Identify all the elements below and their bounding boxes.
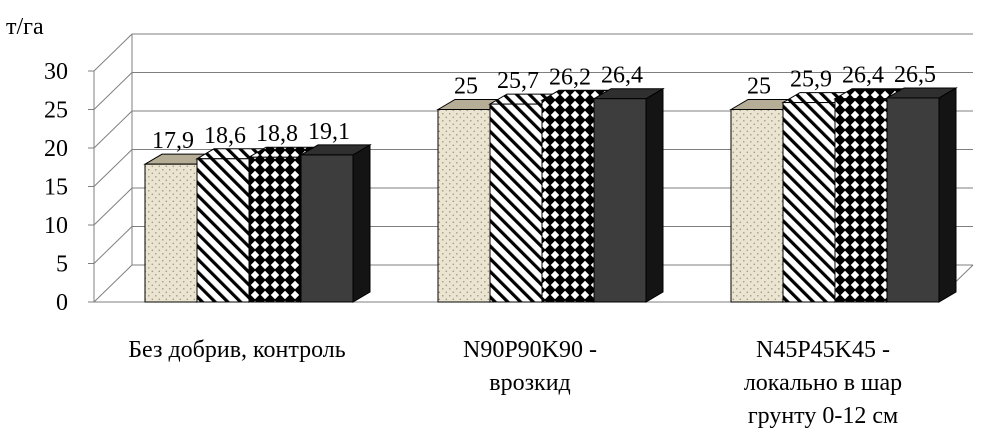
data-label: 25 (747, 74, 771, 100)
y-tick-label: 5 (56, 252, 68, 278)
data-label: 26,2 (549, 64, 591, 90)
bar-front (300, 154, 354, 303)
x-category-label: врозкид (489, 370, 571, 396)
grid-line (93, 110, 133, 149)
data-label: 25,7 (497, 68, 539, 94)
data-label: 19,1 (308, 119, 350, 145)
y-axis: 0 5 10 15 20 25 30 (44, 59, 94, 316)
bar-front (834, 98, 888, 303)
grid-line (93, 149, 133, 187)
grid-line (93, 72, 133, 110)
bar-side (938, 87, 957, 303)
x-category-label: N90P90K90 - (463, 337, 597, 363)
grid-line (93, 226, 133, 264)
grid-line (93, 33, 133, 72)
x-category-label: Без добрив, контроль (128, 337, 346, 363)
grid-line (93, 187, 133, 226)
y-tick-label: 20 (44, 136, 68, 162)
bar (592, 87, 665, 303)
x-category-label: локально в шар (744, 370, 902, 396)
bar-front (593, 98, 647, 303)
bar-front (248, 156, 302, 303)
bar-side (645, 87, 664, 303)
y-axis-unit-label: т/га (6, 14, 44, 40)
x-category-label: грунту 0-12 см (748, 403, 898, 429)
grid-line (93, 264, 133, 303)
data-label: 25,9 (790, 67, 832, 93)
data-labels: 17,9 18,6 18,8 19,1 25 25,7 26,2 26,4 25 25,9 26,4… (152, 62, 936, 154)
bars (143, 87, 958, 303)
x-axis-categories: Без добрив, контроль N90P90K90 - врозкид N4… (128, 337, 902, 429)
data-label: 26,4 (601, 63, 643, 89)
bar (299, 144, 372, 303)
bar-front (196, 158, 250, 303)
bar-front (541, 99, 595, 303)
y-tick-label: 15 (44, 175, 68, 201)
data-label: 25 (454, 74, 478, 100)
y-tick-label: 0 (56, 290, 68, 316)
bar-front (144, 163, 198, 303)
bar-front (782, 102, 836, 303)
bar (885, 87, 958, 303)
y-tick-label: 25 (44, 98, 68, 124)
y-tick-label: 10 (44, 213, 68, 239)
y-tick-label: 30 (44, 59, 68, 85)
bar-front (730, 109, 784, 303)
bar-front (489, 103, 543, 303)
bar-front (886, 97, 940, 303)
bar-front (437, 109, 491, 303)
data-label: 26,5 (894, 62, 936, 88)
data-label: 18,8 (256, 121, 298, 147)
bar-side (352, 144, 371, 303)
data-label: 26,4 (842, 63, 884, 89)
data-label: 17,9 (152, 128, 194, 154)
x-category-label: N45P45K45 - (756, 337, 890, 363)
data-label: 18,6 (204, 123, 246, 149)
